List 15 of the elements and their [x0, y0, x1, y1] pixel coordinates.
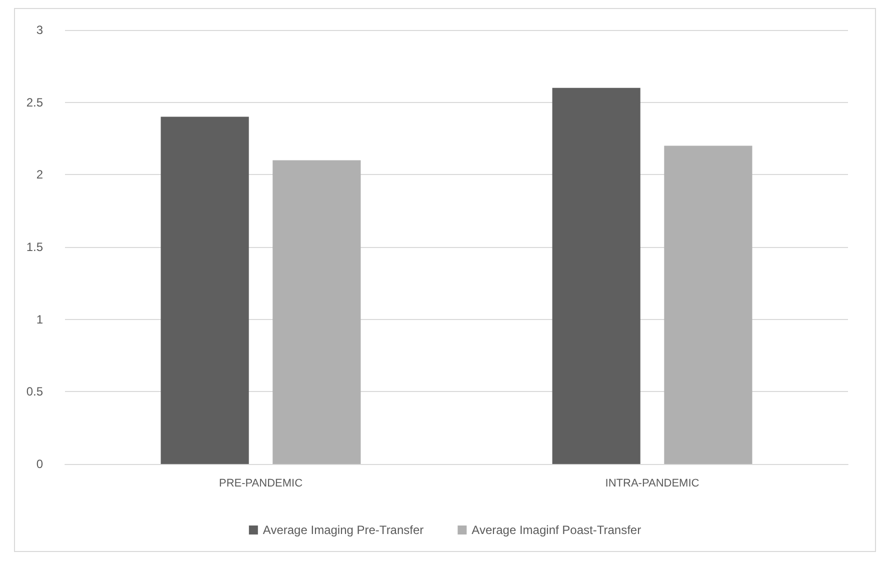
bar [664, 146, 752, 464]
y-tick-label: 0.5 [26, 384, 44, 399]
bar [272, 160, 361, 464]
y-tick-label: 2 [36, 168, 44, 182]
y-tick-label: 3 [36, 23, 44, 37]
y-tick-label: 2.5 [26, 95, 44, 110]
x-tick-label: INTRA-PANDEMIC [605, 478, 700, 490]
x-tick-label: PRE-PANDEMIC [218, 478, 303, 490]
y-tick-label: 1 [36, 312, 44, 326]
legend-label: Average Imaging Pre-Transfer [262, 523, 424, 537]
y-tick-label: 1.5 [26, 240, 44, 254]
bar [552, 88, 640, 464]
y-tick-label: 0 [36, 457, 44, 471]
legend-label: Average Imaginf Poast-Transfer [472, 523, 642, 537]
bar [160, 116, 249, 464]
